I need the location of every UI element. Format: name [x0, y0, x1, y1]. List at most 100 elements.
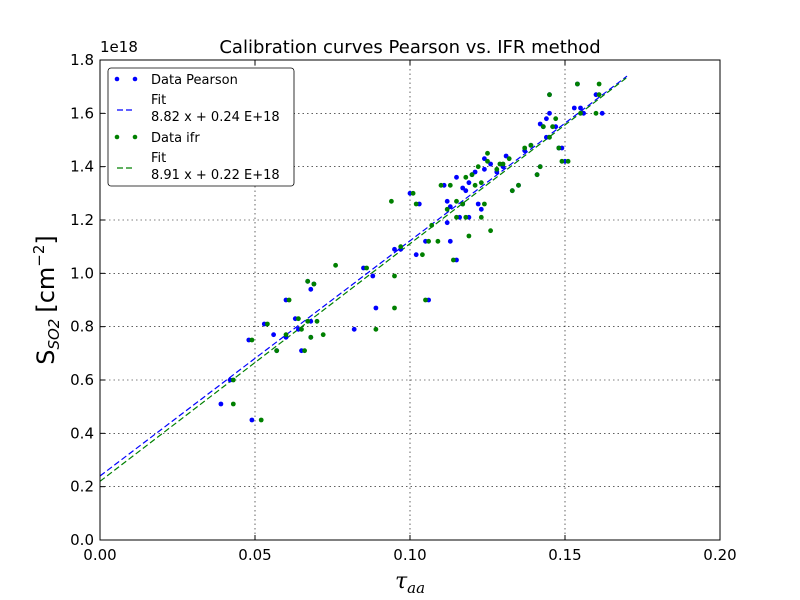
- data-point-pearson: [488, 161, 493, 167]
- x-axis-label-sub: aa: [407, 579, 425, 597]
- data-point-ifr: [413, 201, 419, 207]
- data-point-ifr: [485, 150, 490, 156]
- fit-line-pearson: [99, 75, 628, 477]
- y-tick-label: 0.6: [70, 371, 94, 389]
- data-point-ifr: [302, 348, 307, 354]
- data-point-ifr: [463, 174, 469, 180]
- data-points: [218, 81, 605, 423]
- data-point-ifr: [429, 222, 435, 228]
- data-point-pearson: [444, 220, 450, 226]
- data-point-ifr: [314, 318, 320, 324]
- data-point-pearson: [482, 156, 487, 162]
- data-point-pearson: [413, 252, 419, 258]
- data-point-ifr: [423, 297, 428, 303]
- legend-marker-ifr-1: [114, 134, 120, 140]
- legend: Data Pearson Fit 8.82 x + 0.24 E+18 Data…: [107, 67, 295, 187]
- data-point-pearson: [463, 188, 469, 194]
- x-tick-label: 0.00: [83, 546, 116, 564]
- y-tick-label: 0.8: [70, 318, 94, 336]
- data-point-ifr: [305, 318, 311, 324]
- data-point-pearson: [460, 185, 466, 191]
- data-point-ifr: [283, 332, 289, 338]
- data-point-ifr: [373, 326, 379, 332]
- data-point-ifr: [389, 198, 394, 204]
- data-point-pearson: [444, 198, 450, 204]
- data-point-ifr: [537, 164, 543, 170]
- data-point-ifr: [494, 166, 500, 172]
- data-point-ifr: [596, 81, 602, 87]
- legend-marker-pearson-1: [114, 76, 120, 82]
- data-point-ifr: [454, 198, 459, 204]
- data-point-pearson: [547, 110, 552, 116]
- data-point-ifr: [528, 142, 534, 148]
- x-axis-label-main: τ: [395, 569, 408, 594]
- grid: [100, 60, 720, 540]
- y-axis-label: SSO2 [cm−2]: [30, 235, 63, 365]
- y-axis-label-unit: [cm: [32, 267, 60, 313]
- data-point-ifr: [485, 158, 490, 164]
- x-axis-label: τaa: [395, 569, 425, 597]
- data-point-ifr: [547, 134, 552, 140]
- data-point-ifr: [500, 161, 506, 167]
- data-point-ifr: [420, 252, 425, 258]
- data-point-ifr: [286, 297, 292, 303]
- data-point-ifr: [463, 214, 469, 220]
- data-point-pearson: [447, 204, 453, 210]
- data-point-ifr: [516, 182, 521, 188]
- axis-ticks: 0.00 0.05 0.10 0.15 0.20 0.0 0.2 0.4 0.6 0.8 1.0 1.…: [70, 51, 737, 564]
- legend-label-fit-pearson: Fit: [151, 93, 166, 108]
- data-point-ifr: [398, 244, 404, 250]
- data-point-pearson: [599, 110, 605, 116]
- legend-box: [107, 67, 295, 187]
- data-point-pearson: [571, 105, 577, 111]
- data-point-ifr: [466, 233, 472, 239]
- legend-label-data-pearson: Data Pearson: [151, 73, 238, 88]
- data-point-ifr: [308, 334, 314, 340]
- data-point-ifr: [469, 172, 475, 178]
- data-point-ifr: [575, 81, 580, 87]
- data-point-ifr: [540, 124, 546, 130]
- data-point-pearson: [503, 153, 509, 159]
- y-tick-label: 1.8: [70, 51, 94, 69]
- data-point-ifr: [596, 92, 602, 98]
- data-point-ifr: [478, 214, 484, 220]
- data-point-ifr: [482, 201, 487, 207]
- data-point-ifr: [454, 214, 459, 220]
- data-point-ifr: [556, 145, 562, 151]
- data-point-ifr: [478, 180, 484, 186]
- y-tick-label: 1.4: [70, 158, 94, 176]
- data-point-ifr: [311, 281, 317, 287]
- data-point-ifr: [534, 172, 540, 178]
- data-point-ifr: [550, 124, 555, 130]
- data-point-ifr: [320, 332, 326, 338]
- data-point-pearson: [544, 116, 549, 122]
- data-point-ifr: [475, 164, 481, 170]
- x-tick-label: 0.15: [548, 546, 581, 564]
- data-point-ifr: [444, 206, 450, 212]
- data-point-ifr: [438, 182, 444, 188]
- data-point-pearson: [537, 121, 543, 127]
- data-point-pearson: [472, 169, 478, 175]
- data-point-pearson: [308, 286, 314, 292]
- data-point-pearson: [578, 105, 583, 111]
- data-point-ifr: [392, 273, 397, 279]
- data-point-ifr: [410, 190, 416, 196]
- data-point-ifr: [364, 265, 369, 271]
- data-point-ifr: [553, 116, 559, 122]
- data-point-ifr: [392, 305, 397, 311]
- legend-label-data-ifr: Data ifr: [151, 131, 200, 146]
- data-point-ifr: [488, 228, 493, 234]
- data-point-ifr: [265, 321, 270, 327]
- data-point-ifr: [522, 145, 528, 151]
- data-point-pearson: [271, 332, 276, 338]
- data-point-pearson: [466, 180, 472, 186]
- y-tick-label: 0.4: [70, 424, 94, 442]
- legend-label-fit-pearson-eq: 8.82 x + 0.24 E+18: [151, 110, 280, 125]
- data-point-ifr: [426, 238, 431, 244]
- y-axis-label-sub: SO2: [45, 319, 63, 350]
- data-point-pearson: [351, 326, 357, 332]
- y-tick-label: 0.0: [70, 531, 94, 549]
- y-axis-label-main: S: [32, 350, 60, 365]
- data-point-pearson: [218, 401, 224, 407]
